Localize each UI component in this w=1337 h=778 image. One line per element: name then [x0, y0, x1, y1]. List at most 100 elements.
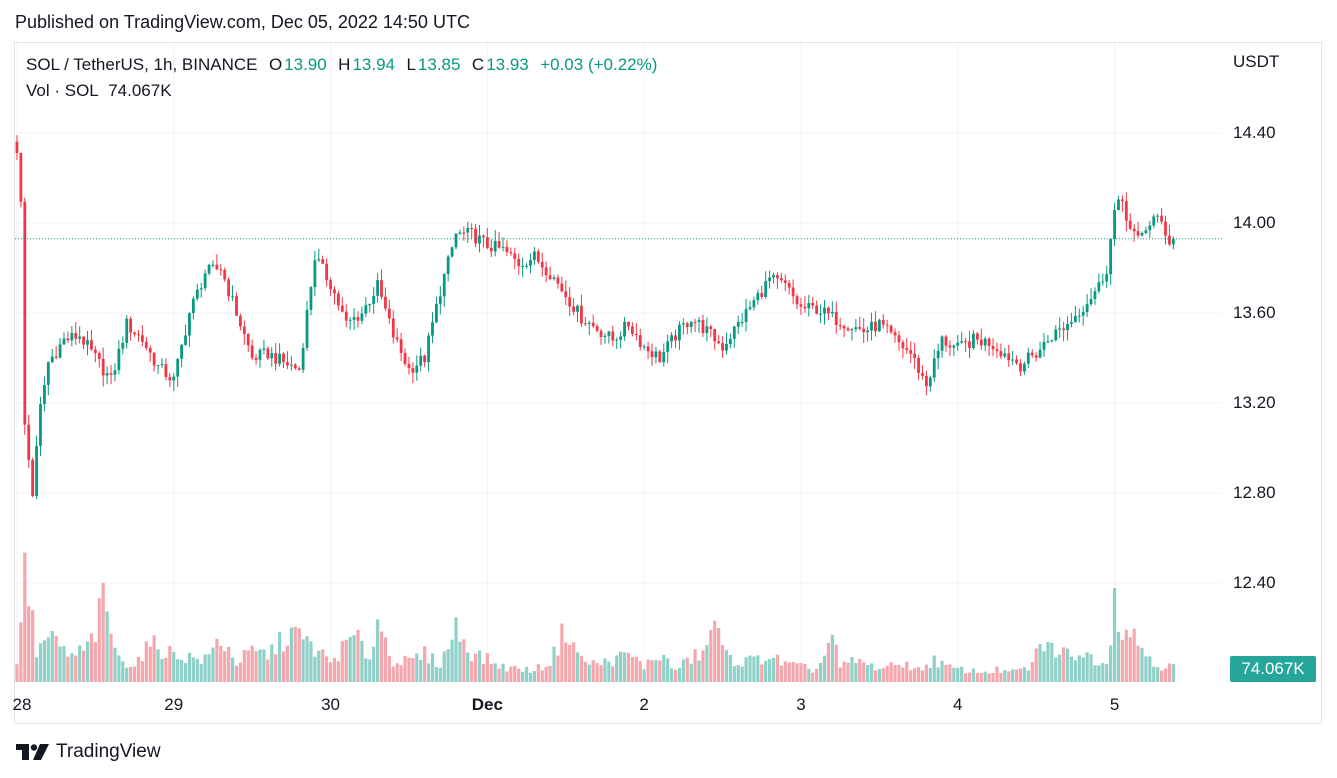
- candle-body: [1046, 341, 1050, 343]
- volume-bar: [771, 657, 776, 682]
- volume-bar: [983, 671, 987, 682]
- candle-body: [803, 306, 807, 309]
- candle-body: [368, 303, 372, 306]
- volume-bar: [399, 665, 403, 682]
- volume-bar: [979, 672, 983, 682]
- low-value: 13.85: [417, 55, 461, 74]
- volume-bar: [705, 645, 709, 682]
- candle-body: [603, 335, 607, 338]
- volume-bar: [760, 664, 764, 682]
- volume-bar: [325, 656, 329, 682]
- candle-body: [74, 333, 78, 339]
- candle-body: [289, 364, 293, 366]
- volume-bar: [521, 671, 525, 682]
- candle-body: [681, 323, 685, 325]
- volume-bar: [1046, 642, 1050, 682]
- candle-body: [972, 333, 975, 348]
- candle-body: [995, 349, 999, 352]
- candle-body: [54, 356, 58, 358]
- candle-body: [807, 302, 811, 309]
- volume-bar: [305, 636, 309, 682]
- candle-body: [415, 365, 419, 373]
- candle-body: [203, 273, 207, 289]
- volume-bar: [873, 670, 878, 682]
- ohlc-legend: SOL / TetherUS, 1h, BINANCE O 13.90 H 13.9…: [26, 55, 659, 75]
- volume-bar: [172, 651, 176, 682]
- candle-body: [195, 289, 199, 299]
- volume-bar: [720, 645, 725, 682]
- volume-bar: [513, 665, 517, 682]
- volume-bar: [1034, 648, 1038, 682]
- volume-bar: [948, 664, 952, 682]
- candle-body: [1117, 199, 1120, 211]
- volume-bar: [583, 661, 587, 682]
- candle-body: [564, 291, 568, 298]
- volume-bar: [262, 649, 266, 682]
- time-tick-label: 28: [12, 695, 32, 714]
- candle-body: [830, 311, 834, 314]
- tradingview-icon: [16, 744, 49, 760]
- candle-body: [744, 309, 748, 323]
- candle-body: [305, 309, 309, 348]
- candle-body: [580, 305, 583, 324]
- candle-body: [689, 321, 693, 328]
- candle-body: [117, 348, 121, 371]
- volume-bar: [199, 663, 203, 682]
- candle-body: [141, 335, 144, 342]
- candle-body: [991, 345, 995, 350]
- candle-body: [458, 232, 462, 234]
- volume-bar: [46, 637, 50, 682]
- volume-bar: [54, 635, 58, 682]
- candle-body: [877, 319, 881, 332]
- candle-body: [1034, 355, 1038, 358]
- volume-bar: [1124, 629, 1128, 682]
- candle-body: [282, 353, 285, 363]
- volume-bar: [807, 668, 811, 682]
- volume-bar: [285, 645, 290, 682]
- volume-bar: [219, 645, 223, 682]
- volume-bar: [70, 653, 74, 682]
- candle-body: [403, 352, 407, 364]
- volume-bar: [379, 631, 384, 682]
- volume-bar: [266, 659, 270, 682]
- candle-body: [556, 277, 560, 284]
- volume-bar: [799, 663, 803, 682]
- volume-bar: [466, 652, 470, 682]
- volume-bar: [877, 669, 881, 682]
- volume-bar: [489, 664, 493, 682]
- volume-bar: [866, 665, 870, 682]
- volume-bar: [552, 646, 556, 682]
- candle-body: [376, 280, 379, 296]
- candle-body: [344, 311, 348, 321]
- volume-bar: [936, 667, 940, 682]
- candle-body: [693, 321, 697, 323]
- candle-body: [493, 241, 497, 252]
- candle-body: [536, 251, 540, 262]
- candle-body: [631, 326, 634, 335]
- candle-body: [297, 368, 301, 370]
- volume-bar: [822, 655, 827, 682]
- volume-bar: [411, 657, 415, 682]
- candle-body: [1085, 304, 1089, 312]
- volume-bar: [916, 667, 921, 682]
- volume-bar: [595, 663, 599, 682]
- volume-bar: [728, 654, 732, 682]
- volume-bar: [289, 627, 293, 682]
- volume-bar: [215, 638, 219, 682]
- volume-bar: [309, 641, 313, 682]
- price-tick-label: 12.80: [1233, 483, 1276, 502]
- volume-bar: [634, 656, 638, 682]
- volume-bar: [736, 665, 740, 682]
- tradingview-logo[interactable]: TradingView: [16, 741, 161, 763]
- time-tick-label: 30: [321, 695, 341, 714]
- candle-body: [1168, 235, 1171, 245]
- candle-body: [576, 305, 579, 312]
- candle-body: [811, 302, 815, 306]
- volume-bar: [497, 668, 501, 682]
- volume-bar: [105, 611, 109, 682]
- volume-bar: [768, 659, 772, 682]
- candle-body: [78, 336, 82, 339]
- volume-bar: [423, 646, 427, 682]
- candle-body: [729, 338, 732, 345]
